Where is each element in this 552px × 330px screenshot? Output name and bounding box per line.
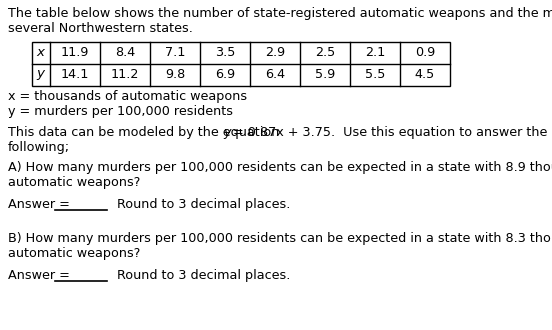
Text: several Northwestern states.: several Northwestern states. xyxy=(8,22,193,35)
Text: = 0.87x + 3.75.  Use this equation to answer the: = 0.87x + 3.75. Use this equation to ans… xyxy=(229,126,547,139)
Text: 4.5: 4.5 xyxy=(415,69,435,82)
Text: This data can be modeled by the equation: This data can be modeled by the equation xyxy=(8,126,283,139)
Text: 2.9: 2.9 xyxy=(265,47,285,59)
Text: x = thousands of automatic weapons: x = thousands of automatic weapons xyxy=(8,90,247,103)
Text: 8.4: 8.4 xyxy=(115,47,135,59)
Text: 11.9: 11.9 xyxy=(61,47,89,59)
Text: The table below shows the number of state-registered automatic weapons and the m: The table below shows the number of stat… xyxy=(8,7,552,20)
Text: A) How many murders per 100,000 residents can be expected in a state with 8.9 th: A) How many murders per 100,000 resident… xyxy=(8,161,552,174)
Text: Answer =: Answer = xyxy=(8,198,74,211)
Text: $x$: $x$ xyxy=(36,47,46,59)
Text: Answer =: Answer = xyxy=(8,269,74,282)
Text: 0.9: 0.9 xyxy=(415,47,435,59)
Text: automatic weapons?: automatic weapons? xyxy=(8,247,140,260)
Text: y = murders per 100,000 residents: y = murders per 100,000 residents xyxy=(8,105,233,118)
Text: 11.2: 11.2 xyxy=(111,69,139,82)
Text: 2.5: 2.5 xyxy=(315,47,335,59)
Text: Round to 3 decimal places.: Round to 3 decimal places. xyxy=(117,198,290,211)
Text: 14.1: 14.1 xyxy=(61,69,89,82)
Text: $y$: $y$ xyxy=(36,68,46,82)
Text: 3.5: 3.5 xyxy=(215,47,235,59)
Text: 6.4: 6.4 xyxy=(265,69,285,82)
Text: 5.9: 5.9 xyxy=(315,69,335,82)
Text: B) How many murders per 100,000 residents can be expected in a state with 8.3 th: B) How many murders per 100,000 resident… xyxy=(8,232,552,245)
Text: following;: following; xyxy=(8,141,70,154)
Text: 6.9: 6.9 xyxy=(215,69,235,82)
Text: y: y xyxy=(223,126,231,139)
Text: Round to 3 decimal places.: Round to 3 decimal places. xyxy=(117,269,290,282)
Text: 7.1: 7.1 xyxy=(165,47,185,59)
Text: 9.8: 9.8 xyxy=(165,69,185,82)
Text: 5.5: 5.5 xyxy=(365,69,385,82)
Text: 2.1: 2.1 xyxy=(365,47,385,59)
Text: automatic weapons?: automatic weapons? xyxy=(8,176,140,189)
